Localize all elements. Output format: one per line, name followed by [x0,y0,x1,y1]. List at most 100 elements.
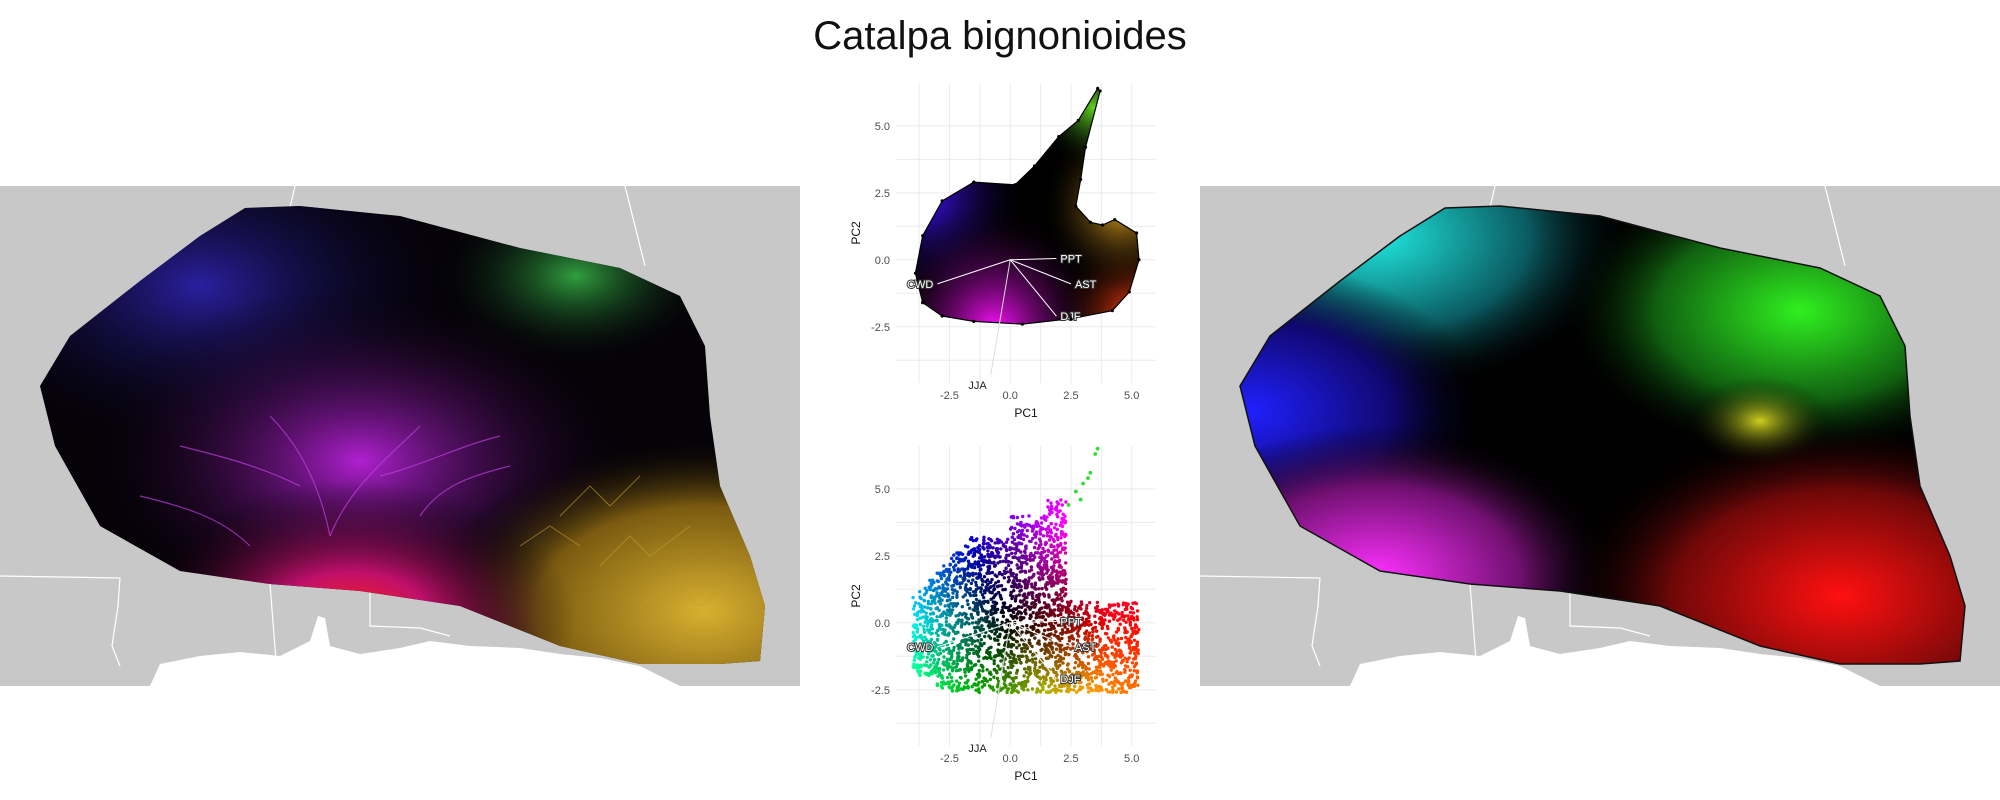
scatter-point [973,629,978,633]
scatter-point [1034,602,1038,607]
scatter-point [992,560,996,564]
scatter-point [1002,576,1006,580]
scatter-point [1053,560,1057,565]
scatter-point [975,652,980,656]
scatter-point [1027,514,1031,518]
scatter-point [933,641,937,646]
scatter-point [1079,607,1083,611]
scatter-point [1048,534,1052,538]
scatter-point [1094,683,1098,688]
scatter-point [1024,612,1028,616]
scatter-point [1045,673,1049,677]
scatter-point [1059,618,1063,622]
scatter-point [952,637,956,641]
scatter-point [952,568,957,572]
scatter-point [989,561,993,565]
scatter-point [998,687,1003,692]
scatter-point [941,583,945,587]
scatter-point [1002,670,1006,674]
scatter-point [1019,533,1023,537]
scatter-point [1042,593,1046,597]
scatter-point [1041,682,1046,686]
scatter-point [1049,522,1053,526]
scatter-point [1047,605,1051,609]
scatter-point [979,553,983,557]
scatter-point [970,615,974,619]
scatter-point [1021,514,1025,519]
scatter-point [1064,605,1068,610]
scatter-point [1103,607,1108,611]
scatter-point [1093,452,1098,456]
scatter-point [917,602,921,606]
scatter-point [1014,583,1018,587]
scatter-point [1001,605,1005,609]
scatter-point [1123,628,1127,632]
hull-vertex [1088,220,1092,224]
scatter-point [986,651,991,656]
scatter-point [1009,590,1013,595]
scatter-point [1096,642,1100,647]
loading-label-cwd: CWD [907,642,933,654]
scatter-point [921,624,926,628]
hull-vertex [1032,164,1037,168]
scatter-point [998,667,1002,671]
scatter-point [935,682,939,686]
scatter-point [952,645,956,650]
scatter-point [917,665,921,670]
hull-vertex [1020,322,1024,326]
scatter-point [1124,601,1128,606]
hull-vertex [1074,204,1078,208]
scatter-point [919,633,923,638]
scatter-point [975,549,980,553]
scatter-point [1054,664,1058,668]
scatter-point [988,580,992,585]
scatter-point [962,633,966,637]
scatter-point [1025,522,1029,527]
scatter-point [1076,613,1080,617]
scatter-point [1054,642,1058,646]
scatter-point [964,583,968,587]
pca-top-loadings: PPT AST DJF CWD JJA [906,252,1098,392]
scatter-point [991,620,995,624]
loading-arrow-ppt [1010,620,1057,624]
scatter-point [954,665,958,669]
scatter-point [1135,609,1140,613]
scatter-point [1054,553,1058,557]
scatter-point [984,655,988,660]
scatter-point [1107,663,1111,667]
pca-bottom-svg: PPT AST DJF CWD JJA -2.5 0.0 2.5 5.0 -2.5 0.0 2.5… [849,446,1156,783]
hull-vertex [1057,134,1061,139]
scatter-point [1084,617,1089,621]
scatter-point [1109,640,1114,644]
scatter-point [1066,603,1071,608]
scatter-point [976,621,980,625]
scatter-point [925,655,929,660]
scatter-point [991,554,996,558]
scatter-point [1063,578,1067,583]
loading-label-ppt: PPT [1060,253,1082,265]
scatter-point [943,632,947,637]
scatter-point [999,610,1003,614]
scatter-point [1033,672,1038,676]
scatter-point [1060,628,1065,632]
scatter-point [1022,642,1026,647]
scatter-point [1015,668,1020,673]
scatter-point [929,663,933,667]
scatter-point [935,638,940,642]
scatter-point [990,604,994,608]
scatter-point [925,588,929,593]
scatter-point [1118,622,1122,626]
scatter-point [928,606,933,611]
scatter-point [947,623,951,627]
hull-vertex [921,301,925,305]
scatter-point [1023,581,1027,585]
scatter-point [945,599,949,603]
scatter-point [956,643,960,648]
scatter-point [1087,646,1091,651]
scatter-point [1050,507,1054,511]
scatter-point [912,604,917,608]
scatter-point [1076,623,1080,627]
scatter-point [1052,601,1056,606]
scatter-point [935,606,940,610]
scatter-point [991,688,996,692]
